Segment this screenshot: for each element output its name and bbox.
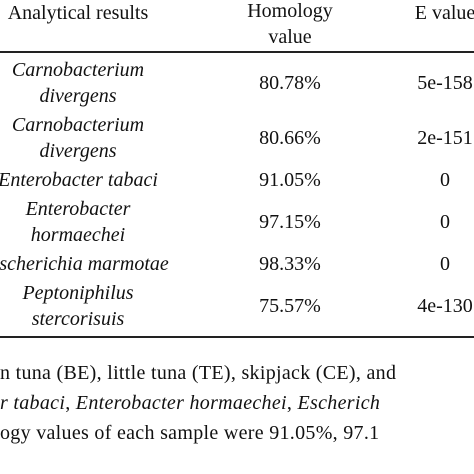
caption-line: r tabaci, Enterobacter hormaechei, Esche… — [0, 392, 380, 415]
species-cell: divergens — [39, 84, 117, 107]
bottom-rule — [0, 336, 474, 338]
species-cell: hormaechei — [30, 223, 126, 246]
caption-line: n tuna (BE), little tuna (TE), skipjack … — [0, 362, 396, 385]
caption-text: Enterobacter hormaechei — [75, 392, 287, 414]
value-cell: 97.15% — [259, 210, 321, 233]
value-cell: 5e-158 — [417, 71, 473, 94]
value-cell: 4e-130 — [417, 294, 473, 317]
caption-text: , — [286, 392, 298, 414]
caption-text: , — [65, 392, 76, 414]
species-cell: Carnobacterium — [11, 58, 145, 81]
value-cell: 80.66% — [259, 126, 321, 149]
value-cell: 0 — [440, 168, 450, 191]
caption-line: ogy values of each sample were 91.05%, 9… — [0, 422, 379, 445]
caption-text: ogy values of each sample were 91.05%, 9… — [0, 422, 380, 444]
value-cell: 98.33% — [259, 252, 321, 275]
header-rule — [0, 51, 474, 53]
species-cell: Escherichia marmotae — [0, 252, 169, 275]
species-cell: Carnobacterium — [11, 113, 145, 136]
header-cell: Homology — [247, 0, 333, 22]
value-cell: 80.78% — [259, 71, 321, 94]
species-cell: Enterobacter — [25, 197, 131, 220]
species-cell: Peptoniphilus — [22, 281, 134, 304]
species-cell: stercorisuis — [31, 307, 125, 330]
value-cell: 0 — [440, 252, 450, 275]
value-cell: 2e-151 — [417, 126, 473, 149]
header-cell: value — [268, 26, 312, 48]
caption-text: Escherich — [297, 392, 381, 414]
header-cell: Analytical results — [7, 2, 149, 24]
header-cell: E value — [414, 2, 474, 24]
caption-text: n tuna (BE), little tuna (TE), skipjack … — [0, 362, 397, 384]
caption-text: r tabaci — [0, 392, 66, 414]
value-cell: 75.57% — [259, 294, 321, 317]
value-cell: 0 — [440, 210, 450, 233]
species-cell: Enterobacter tabaci — [0, 168, 158, 191]
value-cell: 91.05% — [259, 168, 321, 191]
species-cell: divergens — [39, 139, 117, 162]
